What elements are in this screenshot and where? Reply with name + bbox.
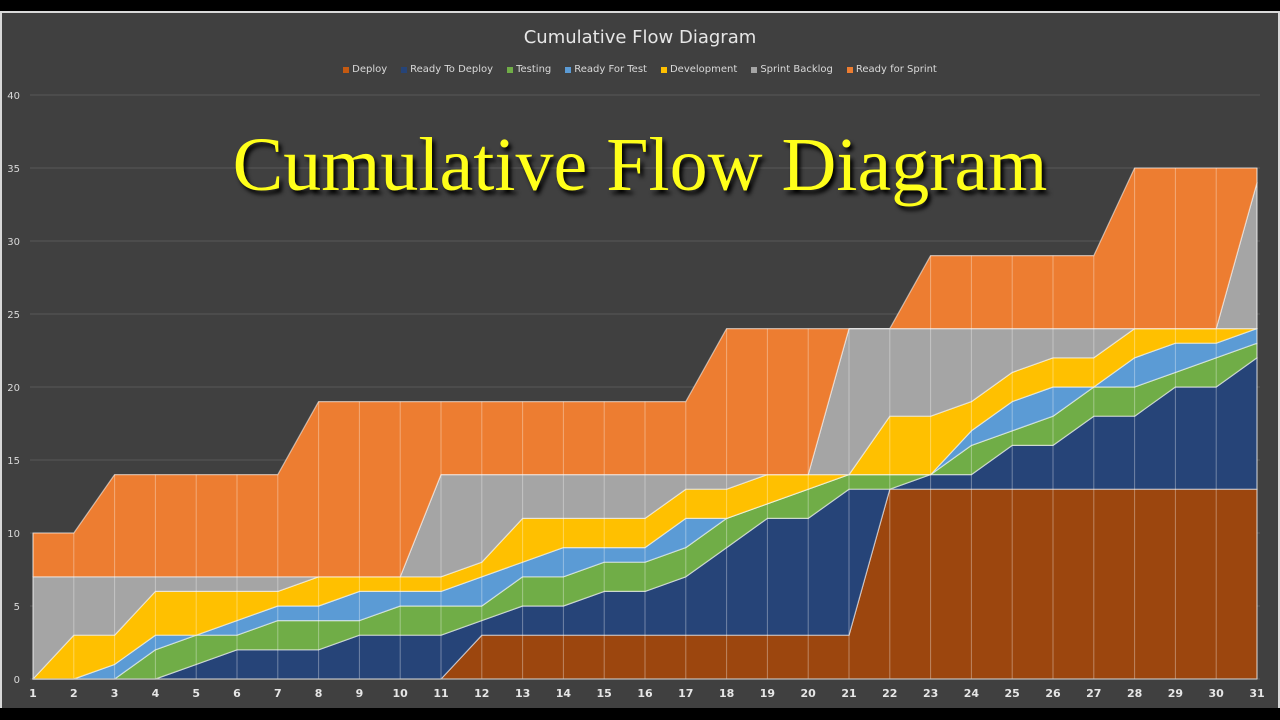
legend-item-sprint-backlog: Sprint Backlog: [751, 64, 833, 75]
x-tick-label: 15: [597, 687, 612, 700]
y-tick-label: 40: [7, 91, 20, 102]
x-tick-label: 31: [1249, 687, 1264, 700]
y-tick-label: 10: [7, 529, 20, 540]
legend-label: Deploy: [352, 64, 388, 75]
x-tick-label: 9: [356, 687, 364, 700]
legend-item-ready-for-sprint: Ready for Sprint: [846, 64, 937, 75]
y-tick-label: 25: [7, 310, 20, 321]
legend-swatch-icon: [660, 66, 667, 73]
x-tick-label: 13: [515, 687, 530, 700]
x-tick-label: 7: [274, 687, 282, 700]
legend-item-testing: Testing: [507, 64, 551, 75]
x-tick-label: 22: [882, 687, 897, 700]
legend: Deploy Ready To Deploy Testing Ready For Te…: [0, 64, 1280, 75]
legend-swatch-icon: [507, 66, 514, 73]
y-tick-label: 20: [7, 383, 20, 394]
legend-swatch-icon: [846, 66, 853, 73]
x-axis: 1 2 3 4 5 6 7 8 9 10 11 12 13 14 15 16 17 18 19 20 21 22 23 24 2…: [29, 678, 1265, 700]
legend-label: Ready For Test: [574, 64, 647, 75]
x-tick-label: 5: [192, 687, 200, 700]
legend-label: Development: [669, 64, 738, 75]
legend-item-development: Development: [660, 64, 738, 75]
x-tick-label: 8: [315, 687, 323, 700]
x-tick-label: 19: [760, 687, 775, 700]
y-tick-label: 35: [7, 164, 20, 175]
legend-swatch-icon: [401, 66, 408, 73]
x-tick-label: 1: [29, 687, 37, 700]
y-tick-label: 0: [14, 675, 20, 686]
x-tick-label: 24: [964, 687, 980, 700]
x-tick-label: 11: [433, 687, 448, 700]
x-tick-label: 16: [637, 687, 653, 700]
x-tick-label: 10: [393, 687, 409, 700]
y-tick-label: 5: [14, 602, 20, 613]
x-tick-label: 4: [152, 687, 160, 700]
x-tick-label: 26: [1045, 687, 1061, 700]
legend-label: Sprint Backlog: [760, 64, 833, 75]
x-tick-label: 18: [719, 687, 734, 700]
legend-label: Ready for Sprint: [855, 64, 937, 75]
legend-swatch-icon: [751, 66, 758, 73]
chart-title: Cumulative Flow Diagram: [523, 27, 757, 48]
x-tick-label: 25: [1005, 687, 1020, 700]
x-tick-label: 27: [1086, 687, 1101, 700]
x-tick-label: 17: [678, 687, 693, 700]
x-tick-label: 2: [70, 687, 78, 700]
legend-swatch-icon: [343, 66, 350, 73]
category-lines: [32, 168, 1258, 679]
area-ready-for-sprint: [32, 167, 1258, 578]
x-tick-label: 21: [841, 687, 856, 700]
legend-item-deploy: Deploy: [343, 64, 387, 75]
legend-item-ready-to-deploy: Ready To Deploy: [401, 64, 493, 75]
x-tick-label: 14: [556, 687, 572, 700]
x-tick-label: 29: [1168, 687, 1183, 700]
x-tick-label: 30: [1209, 687, 1225, 700]
x-tick-label: 6: [233, 687, 241, 700]
x-tick-label: 3: [111, 687, 119, 700]
x-tick-label: 23: [923, 687, 938, 700]
overlay-title: Cumulative Flow Diagram: [232, 123, 1048, 207]
legend-swatch-icon: [565, 66, 572, 73]
x-tick-label: 20: [801, 687, 817, 700]
legend-label: Ready To Deploy: [410, 64, 494, 75]
y-axis: 0 5 10 15 20 25 30 35 40: [7, 91, 20, 686]
legend-label: Testing: [516, 64, 552, 75]
y-tick-label: 15: [7, 456, 20, 467]
stacked-areas: [32, 167, 1258, 680]
legend-item-ready-for-test: Ready For Test: [565, 64, 647, 75]
x-tick-label: 12: [474, 687, 489, 700]
y-tick-label: 30: [7, 237, 20, 248]
x-tick-label: 28: [1127, 687, 1142, 700]
